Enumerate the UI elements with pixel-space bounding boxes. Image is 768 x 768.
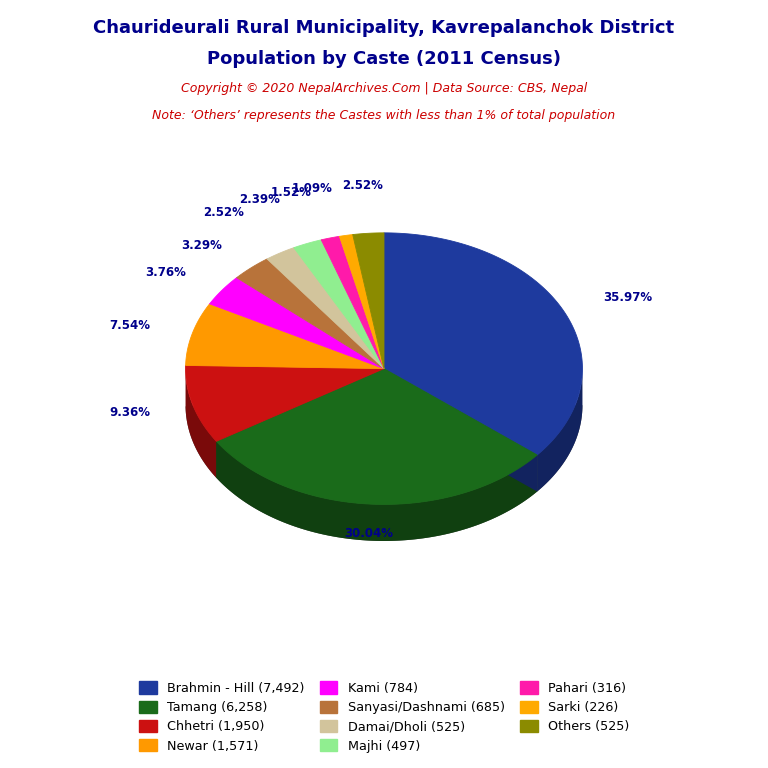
Text: 35.97%: 35.97% [603, 292, 652, 304]
Text: 2.52%: 2.52% [203, 206, 243, 219]
Polygon shape [217, 369, 384, 478]
Text: 2.52%: 2.52% [343, 180, 383, 193]
Text: Population by Caste (2011 Census): Population by Caste (2011 Census) [207, 50, 561, 68]
Text: Chaurideurali Rural Municipality, Kavrepalanchok District: Chaurideurali Rural Municipality, Kavrep… [94, 19, 674, 37]
Polygon shape [217, 369, 384, 478]
Text: Note: ‘Others’ represents the Castes with less than 1% of total population: Note: ‘Others’ represents the Castes wit… [152, 109, 616, 122]
Legend: Brahmin - Hill (7,492), Tamang (6,258), Chhetri (1,950), Newar (1,571), Kami (78: Brahmin - Hill (7,492), Tamang (6,258), … [134, 677, 634, 758]
Polygon shape [237, 259, 384, 369]
Polygon shape [384, 369, 537, 492]
Text: 30.04%: 30.04% [344, 528, 393, 541]
Polygon shape [186, 304, 384, 369]
Text: Copyright © 2020 NepalArchives.Com | Data Source: CBS, Nepal: Copyright © 2020 NepalArchives.Com | Dat… [181, 82, 587, 95]
Polygon shape [321, 237, 384, 369]
Polygon shape [339, 234, 384, 369]
Text: 1.09%: 1.09% [292, 182, 333, 195]
Polygon shape [267, 248, 384, 369]
Polygon shape [353, 233, 384, 369]
Text: 9.36%: 9.36% [110, 406, 151, 419]
Polygon shape [384, 233, 582, 455]
Polygon shape [384, 369, 537, 492]
Text: 1.52%: 1.52% [270, 186, 312, 199]
Polygon shape [186, 366, 384, 442]
Polygon shape [217, 442, 537, 541]
Polygon shape [210, 278, 384, 369]
Text: 2.39%: 2.39% [240, 193, 280, 206]
Polygon shape [537, 369, 582, 492]
Text: 7.54%: 7.54% [109, 319, 150, 333]
Polygon shape [186, 406, 582, 541]
Polygon shape [294, 240, 384, 369]
Text: 3.76%: 3.76% [145, 266, 187, 280]
Text: 3.29%: 3.29% [181, 239, 222, 252]
Polygon shape [186, 369, 217, 478]
Polygon shape [217, 369, 537, 505]
